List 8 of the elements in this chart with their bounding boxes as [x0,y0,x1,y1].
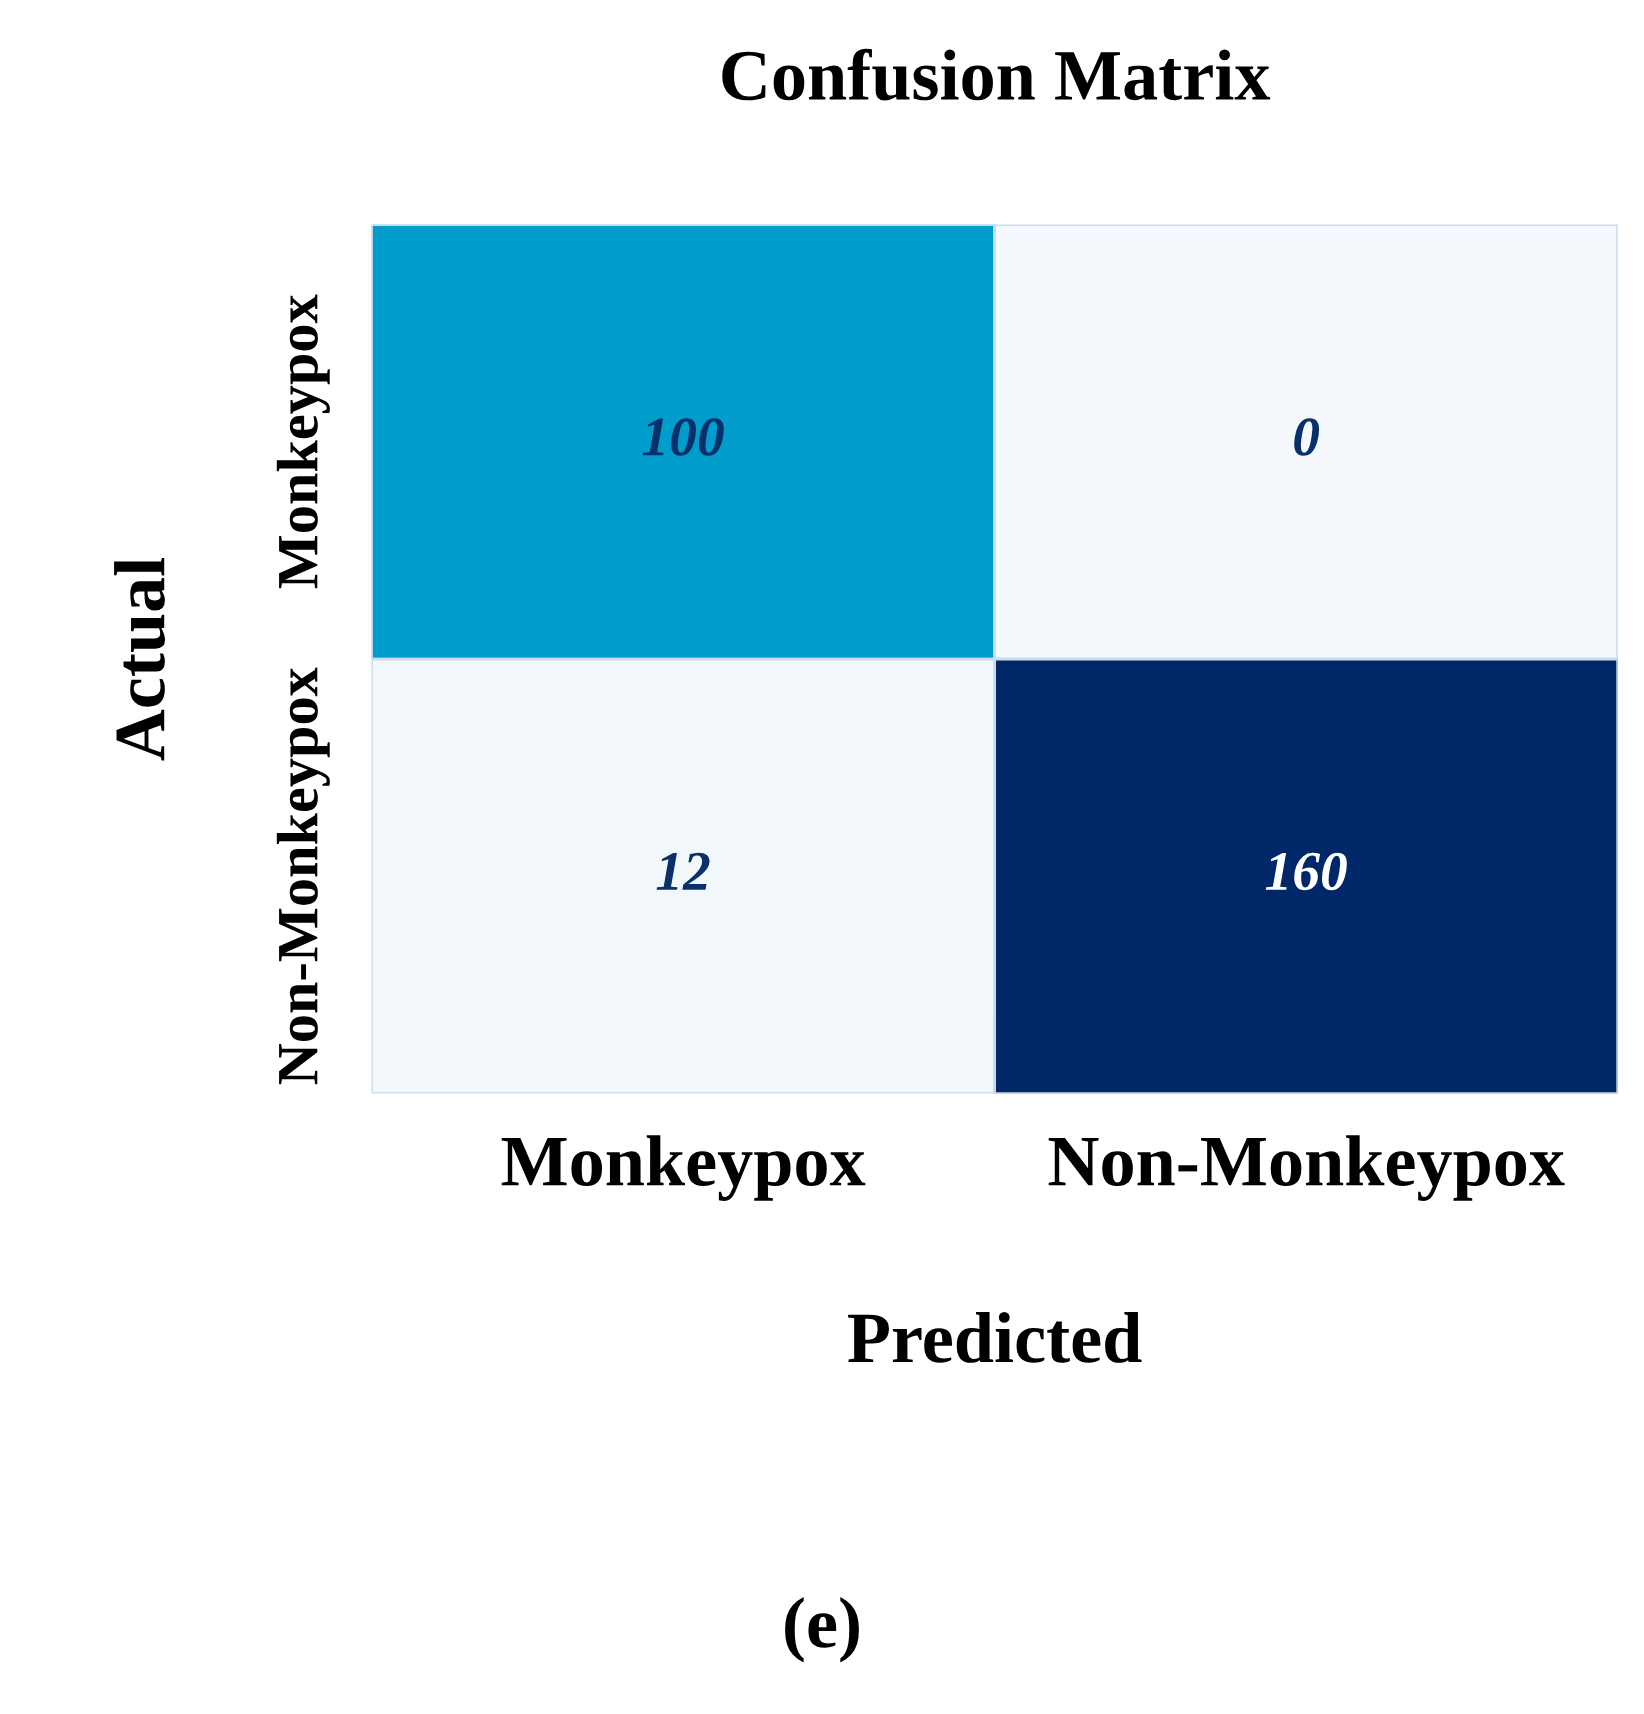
data-label: 160 [1265,852,1347,891]
y-axis-title: Actual [114,557,166,761]
x-axis-title: Predicted [848,1312,1142,1363]
data-label: 12 [656,852,710,890]
chart-title: Confusion Matrix [722,48,1271,101]
data-label: 100 [642,418,724,456]
text: (e) [785,1597,859,1663]
data-label: 0 [1294,418,1320,456]
